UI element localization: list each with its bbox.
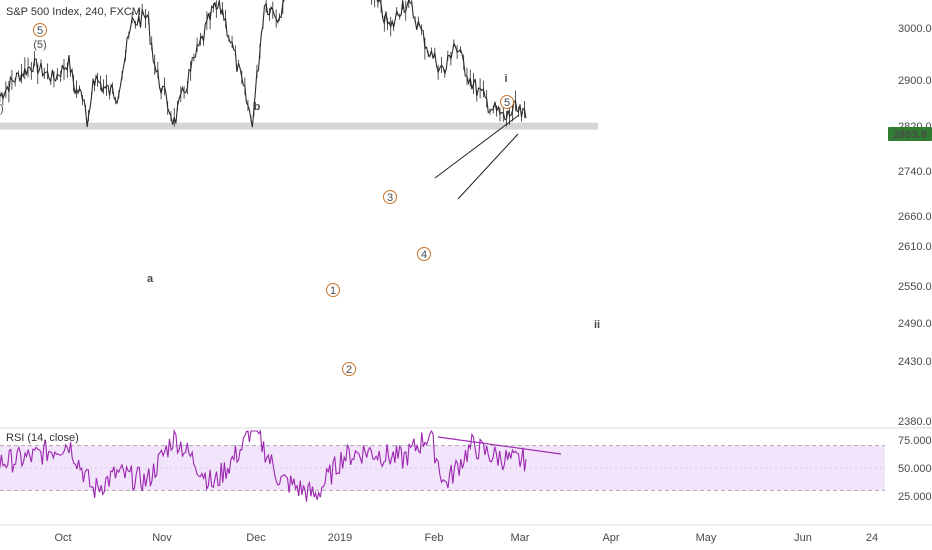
time-axis-tick-label: Mar [511, 532, 530, 544]
rsi-axis-tick-label: 75.0000 [898, 435, 932, 447]
rsi-title: RSI (14, close) [6, 432, 79, 444]
resistance-band [0, 122, 598, 130]
wave-5-circle [500, 95, 514, 109]
wave-top-5-circle [33, 23, 47, 37]
wave-4-circle [417, 247, 431, 261]
price-axis-tick-label: 2490.0 [898, 318, 932, 330]
wave-b-label: b [254, 101, 261, 113]
price-axis-tick-label: 2660.0 [898, 211, 932, 223]
price-axis-tick-label: 3000.0 [898, 23, 932, 35]
time-axis-tick-label: Feb [425, 532, 444, 544]
chart-title: S&P 500 Index, 240, FXCM [6, 6, 141, 18]
rsi-band-fill [0, 445, 885, 491]
time-axis-tick-label: Nov [152, 532, 172, 544]
price-axis-tick-label: 2900.0 [898, 75, 932, 87]
wave-ii-label: ii [594, 319, 600, 331]
time-axis-tick-label: Apr [602, 532, 619, 544]
wave-top-5: 5 [37, 25, 43, 37]
wave-i-label: i [504, 73, 507, 85]
price-axis-tick-label: 2380.0 [898, 416, 932, 428]
time-axis-tick-label: May [696, 532, 717, 544]
wave-5: 5 [504, 97, 510, 109]
current-price-badge [888, 127, 932, 141]
wave-3-circle [383, 190, 397, 204]
time-axis-tick-label: Jun [794, 532, 812, 544]
wedge-lower-line [457, 133, 519, 200]
rsi-axis-tick-label: 25.0000 [898, 491, 932, 503]
time-axis-tick-label: 2019 [328, 532, 352, 544]
wave-top-paren-5: (5) [33, 39, 46, 51]
current-price-label: 2803.8 [893, 129, 927, 141]
time-axis-tick-label: Oct [54, 532, 71, 544]
wave-left-paren: ) [0, 103, 4, 115]
price-line [0, 0, 527, 128]
rsi-axis-tick-label: 50.0000 [898, 463, 932, 475]
price-axis-tick-label: 2610.0 [898, 241, 932, 253]
price-axis-tick-label: 2430.0 [898, 356, 932, 368]
rsi-line [0, 428, 527, 502]
rsi-divergence-line [437, 436, 562, 455]
time-axis-tick-label: Dec [246, 532, 266, 544]
wedge-upper-line [434, 114, 520, 179]
wave-2: 2 [346, 364, 352, 376]
price-axis-tick-label: 2550.0 [898, 281, 932, 293]
price-axis-tick-label: 2740.0 [898, 166, 932, 178]
wave-1-circle [326, 283, 340, 297]
wave-1: 1 [330, 285, 336, 297]
wave-a-label: a [147, 273, 154, 285]
wave-4: 4 [421, 249, 427, 261]
time-axis-tick-label: 24 [866, 532, 878, 544]
wave-3: 3 [387, 192, 393, 204]
wave-2-circle [342, 362, 356, 376]
